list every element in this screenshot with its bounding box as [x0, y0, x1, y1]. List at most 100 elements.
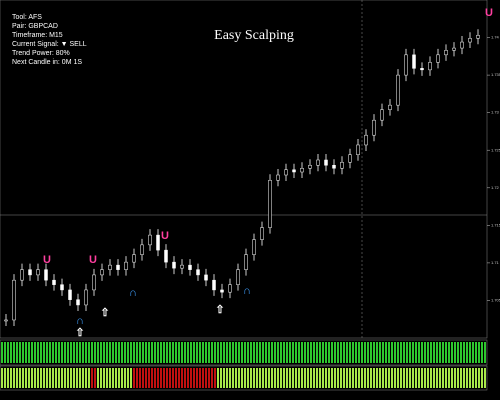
indicator-bar — [373, 368, 375, 388]
sell-signal: U — [485, 7, 493, 19]
indicator-bar — [364, 342, 366, 363]
candle-body — [244, 254, 248, 270]
indicator-bar — [166, 342, 168, 363]
indicator-bar — [397, 342, 399, 363]
indicator-bar — [244, 368, 246, 388]
indicator-bar — [475, 368, 477, 388]
candle-body — [364, 134, 368, 146]
indicator-bar — [1, 368, 3, 388]
indicator-bar — [406, 342, 408, 363]
indicator-bar — [484, 368, 486, 388]
candle-body — [420, 68, 424, 71]
indicator-bar — [313, 342, 315, 363]
indicator-bar — [226, 342, 228, 363]
indicator-bar — [421, 368, 423, 388]
indicator-bar — [91, 342, 93, 363]
indicator-bar — [106, 368, 108, 388]
candle-body — [148, 234, 152, 246]
indicator-bar — [187, 342, 189, 363]
y-tick-label: 1.74 — [491, 35, 500, 40]
sell-signal: U — [89, 254, 97, 266]
indicator-bar — [1, 342, 3, 363]
indicator-bar — [220, 342, 222, 363]
indicator-bar — [184, 342, 186, 363]
indicator-bar — [283, 342, 285, 363]
indicator-bar — [304, 342, 306, 363]
indicator-bar — [208, 368, 210, 388]
indicator-bar — [112, 342, 114, 363]
indicator-bar — [352, 368, 354, 388]
indicator-bar — [145, 368, 147, 388]
indicator-bar — [478, 368, 480, 388]
indicator-bar — [256, 368, 258, 388]
indicator-bar — [361, 342, 363, 363]
indicator-bar — [88, 368, 90, 388]
sell-signal: U — [161, 230, 169, 242]
indicator-bar — [175, 342, 177, 363]
indicator-bar — [40, 368, 42, 388]
indicator-bar — [217, 368, 219, 388]
indicator-bar — [70, 368, 72, 388]
indicator-bar — [10, 368, 12, 388]
indicator-bar — [415, 368, 417, 388]
candle-body — [92, 274, 96, 291]
indicator-bar — [64, 342, 66, 363]
indicator-bar — [157, 368, 159, 388]
indicator-bar — [337, 342, 339, 363]
candle-body — [460, 41, 464, 49]
indicator-bar — [274, 368, 276, 388]
indicator-bar — [319, 342, 321, 363]
y-tick-label: 1.715 — [491, 222, 500, 227]
candle-body — [316, 159, 320, 166]
indicator-bar — [376, 342, 378, 363]
indicator-bar — [172, 342, 174, 363]
candle-body — [428, 62, 432, 71]
candle-body — [180, 264, 184, 269]
indicator-bar — [292, 342, 294, 363]
candle-body — [228, 284, 232, 293]
indicator-bar — [475, 342, 477, 363]
indicator-bar — [166, 368, 168, 388]
indicator-bar — [253, 342, 255, 363]
indicator-bar — [361, 368, 363, 388]
indicator-bar — [427, 342, 429, 363]
indicator-bar — [232, 342, 234, 363]
indicator-bar — [49, 368, 51, 388]
indicator-bar — [412, 342, 414, 363]
candle-body — [348, 154, 352, 163]
indicator-bar — [385, 368, 387, 388]
indicator-bar — [28, 342, 30, 363]
indicator-bar — [61, 368, 63, 388]
indicator-bar — [187, 368, 189, 388]
indicator-bar — [343, 368, 345, 388]
indicator-bar — [28, 368, 30, 388]
candle-body — [188, 264, 192, 270]
candle-body — [108, 264, 112, 270]
indicator-bar — [421, 342, 423, 363]
candle-body — [4, 319, 8, 322]
indicator-bar — [334, 368, 336, 388]
candle-body — [116, 264, 120, 270]
indicator-bar — [451, 342, 453, 363]
indicator-bar — [22, 368, 24, 388]
indicator-bar — [286, 368, 288, 388]
indicator-bar — [178, 342, 180, 363]
indicator-bar — [220, 368, 222, 388]
indicator-bar — [355, 342, 357, 363]
indicator-bar — [466, 342, 468, 363]
indicator-bar — [379, 342, 381, 363]
indicator-bar — [373, 342, 375, 363]
indicator-bar — [280, 342, 282, 363]
indicator-bar — [145, 342, 147, 363]
indicator-bar — [241, 342, 243, 363]
indicator-bar — [25, 342, 27, 363]
indicator-bar — [13, 368, 15, 388]
indicator-bar — [136, 342, 138, 363]
indicator-bar — [271, 368, 273, 388]
indicator-bar — [304, 368, 306, 388]
indicator-bar — [88, 342, 90, 363]
indicator-bar — [424, 368, 426, 388]
indicator-bar — [19, 342, 21, 363]
indicator-bar — [43, 342, 45, 363]
